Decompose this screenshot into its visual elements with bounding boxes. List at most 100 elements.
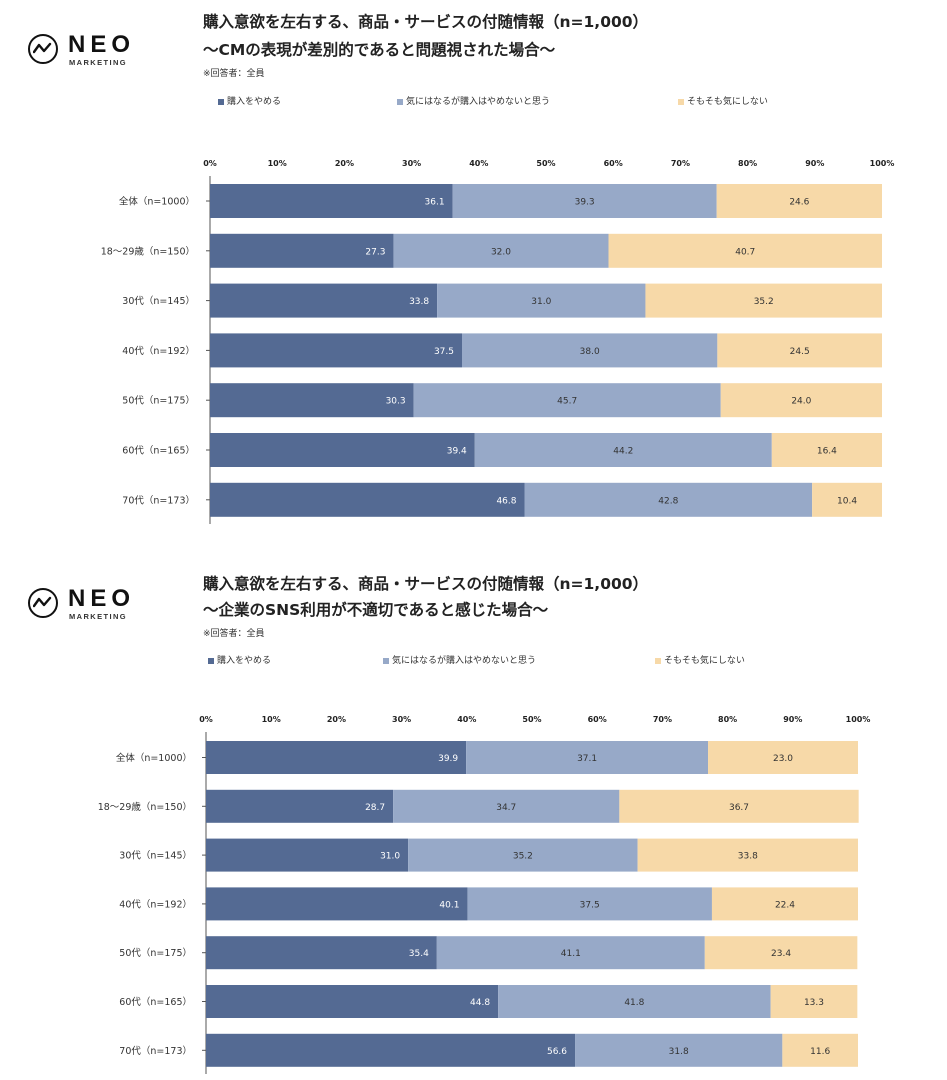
- legend-label: 気にはなるが購入はやめないと思う: [392, 656, 537, 666]
- legend-swatch: [218, 98, 224, 105]
- x-tick-label: 0%: [203, 159, 217, 168]
- x-tick-label: 70%: [653, 715, 672, 724]
- bar-segment: [645, 283, 882, 318]
- data-label: 40.1: [439, 900, 459, 910]
- data-label: 37.1: [577, 754, 597, 764]
- bar-segment: [437, 283, 646, 318]
- data-label: 16.4: [817, 447, 837, 457]
- data-label: 37.5: [580, 900, 600, 910]
- x-tick-label: 30%: [402, 159, 421, 168]
- category-label: 70代（n=173）: [119, 1045, 192, 1057]
- x-tick-label: 90%: [783, 715, 802, 724]
- x-tick-label: 100%: [846, 715, 871, 724]
- bar-segment: [524, 482, 813, 517]
- data-label: 10.4: [837, 496, 857, 506]
- legend-item-stop: 購入をやめる: [218, 94, 281, 107]
- x-tick-label: 60%: [604, 159, 623, 168]
- data-label: 31.8: [669, 1047, 689, 1057]
- data-label: 36.1: [425, 198, 445, 208]
- category-label: 40代（n=192）: [122, 345, 195, 357]
- bar-segment: [206, 887, 468, 921]
- data-label: 31.0: [380, 852, 400, 862]
- bar-segment: [206, 1033, 576, 1067]
- category-label: 全体（n=1000）: [116, 752, 192, 764]
- x-tick-label: 10%: [262, 715, 281, 724]
- data-label: 28.7: [365, 803, 385, 813]
- data-label: 42.8: [658, 496, 678, 506]
- data-label: 41.1: [561, 949, 581, 959]
- chart-panel-cm: NEO MARKETING 購入意欲を左右する、商品・サービスの付随情報（n=1…: [28, 13, 895, 524]
- data-label: 24.6: [789, 198, 809, 208]
- x-tick-label: 0%: [199, 715, 213, 724]
- category-label: 60代（n=165）: [119, 996, 192, 1008]
- bar-segment: [770, 985, 858, 1018]
- bar-segment: [436, 936, 705, 970]
- logo-wave-icon: [28, 34, 58, 64]
- x-tick-label: 50%: [522, 715, 541, 724]
- bar-segment: [393, 233, 609, 268]
- data-label: 24.5: [790, 347, 810, 357]
- legend-label: そもそも気にしない: [664, 656, 745, 666]
- category-label: 18〜29歳（n=150）: [98, 801, 192, 813]
- bar-segment: [210, 383, 414, 418]
- stacked-bar-chart: 0% 10% 20% 30% 40% 50% 60% 70% 80% 90% 100% 全体（n=10…: [98, 715, 871, 1074]
- legend-label: 気にはなるが購入はやめないと思う: [406, 97, 551, 107]
- legend-label: そもそも気にしない: [687, 97, 768, 107]
- data-label: 22.4: [775, 900, 795, 910]
- data-label: 44.2: [613, 447, 633, 457]
- bar-segment: [206, 741, 467, 774]
- data-label: 24.0: [791, 397, 811, 407]
- category-label: 全体（n=1000）: [119, 196, 195, 208]
- bar-segment: [467, 887, 712, 921]
- bar-segment: [206, 838, 409, 872]
- bar-segment: [408, 838, 638, 872]
- data-label: 39.3: [575, 198, 595, 208]
- bar-segment: [210, 233, 394, 268]
- logo-word: NEO: [68, 585, 136, 612]
- category-label: 18〜29歳（n=150）: [101, 245, 195, 257]
- category-label: 60代（n=165）: [122, 445, 195, 457]
- data-label: 13.3: [804, 998, 824, 1008]
- data-label: 31.0: [531, 297, 551, 307]
- x-tick-label: 100%: [870, 159, 895, 168]
- data-label: 36.7: [729, 803, 749, 813]
- legend-swatch: [397, 98, 403, 105]
- legend-label: 購入をやめる: [227, 97, 282, 107]
- stacked-bar-chart: 0% 10% 20% 30% 40% 50% 60% 70% 80% 90% 100% 全体（n=10…: [101, 159, 895, 524]
- chart-panel-sns: NEO MARKETING 購入意欲を左右する、商品・サービスの付随情報（n=1…: [0, 560, 947, 1080]
- legend-label: 購入をやめる: [217, 656, 272, 666]
- data-label: 46.8: [496, 496, 516, 506]
- legend-item-no-care: そもそも気にしない: [655, 653, 745, 666]
- neo-marketing-logo: NEO MARKETING: [28, 585, 158, 630]
- x-tick-label: 90%: [805, 159, 824, 168]
- bar-segment: [413, 383, 721, 418]
- x-tick-label: 70%: [671, 159, 690, 168]
- bar-segment: [782, 1033, 858, 1067]
- x-tick-label: 10%: [268, 159, 287, 168]
- x-tick-label: 60%: [588, 715, 607, 724]
- data-label: 40.7: [735, 247, 755, 257]
- legend-swatch: [678, 98, 684, 105]
- bar-segment: [637, 838, 858, 872]
- logo-sub: MARKETING: [69, 612, 128, 621]
- chart-title: 購入意欲を左右する、商品・サービスの付随情報（n=1,000）: [203, 575, 649, 593]
- bar-segment: [812, 482, 882, 517]
- chart-subtitle: 〜企業のSNS利用が不適切であると感じた場合〜: [203, 601, 549, 619]
- bar-segment: [210, 433, 475, 467]
- bar-segment: [716, 184, 882, 218]
- bar-segment: [474, 433, 772, 467]
- category-label: 50代（n=175）: [119, 947, 192, 959]
- logo-wave-icon: [28, 588, 58, 618]
- bar-segment: [210, 482, 525, 517]
- data-label: 37.5: [434, 347, 454, 357]
- respondent-note: ※回答者：全員: [203, 629, 265, 639]
- legend-swatch: [208, 657, 214, 664]
- bar-segment: [210, 184, 453, 218]
- data-label: 30.3: [386, 397, 406, 407]
- x-tick-label: 80%: [738, 159, 757, 168]
- data-label: 41.8: [624, 998, 644, 1008]
- chart-title: 購入意欲を左右する、商品・サービスの付随情報（n=1,000）: [203, 13, 649, 31]
- data-label: 33.8: [409, 297, 429, 307]
- data-label: 23.4: [771, 949, 791, 959]
- legend-swatch: [655, 657, 661, 664]
